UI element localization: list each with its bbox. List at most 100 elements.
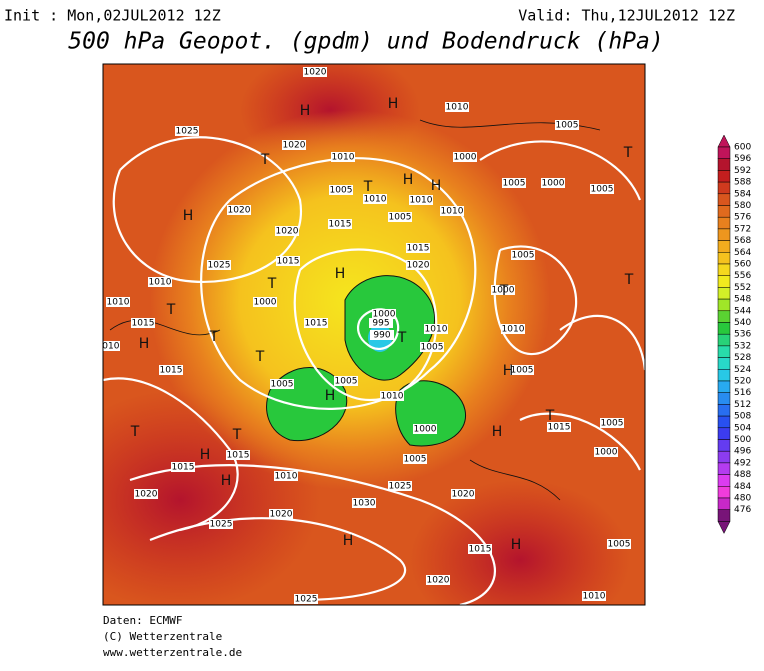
colorbar-swatch [717, 427, 731, 440]
colorbar-swatch [717, 170, 731, 183]
colorbar-swatch [717, 240, 731, 253]
isobar-label: 1000 [492, 286, 515, 296]
isobar-label: 1010 [107, 298, 130, 308]
isobar-label-box [424, 324, 448, 334]
colorbar-label: 532 [734, 341, 751, 351]
isobar-label-box [468, 544, 492, 554]
colorbar-label: 600 [734, 143, 751, 153]
colorbar-label: 548 [734, 295, 751, 305]
colorbar-label: 580 [734, 201, 751, 211]
pressure-center: T [130, 424, 140, 440]
isobar-label: 1015 [305, 319, 328, 329]
pressure-center: H [511, 537, 522, 553]
colorbar-label: 564 [734, 248, 751, 258]
isobar-label: 1020 [304, 68, 327, 78]
isobar-label: 1005 [404, 455, 427, 465]
isobar-label-box [209, 519, 233, 529]
isobar-label: 1005 [511, 366, 534, 376]
isobar-label: 1010 [583, 592, 606, 602]
isobar-label-box [451, 489, 475, 499]
pressure-center: H [183, 208, 194, 224]
isobar [103, 377, 239, 532]
colorbar-swatch [717, 415, 731, 429]
colorbar-swatch [717, 357, 731, 370]
colorbar-label: 544 [734, 306, 751, 316]
isobar-label-box [409, 195, 433, 205]
pressure-center: H [200, 447, 211, 463]
isobar-label-box [541, 178, 565, 188]
footer-line: www.wetterzentrale.de [103, 646, 242, 659]
colorbar-label: 584 [734, 189, 751, 199]
isobar-label: 1005 [271, 380, 294, 390]
isobar-label: 1005 [330, 186, 353, 196]
isobar-label-box [328, 219, 352, 229]
colorbar-swatch [717, 345, 731, 358]
pressure-center: T [623, 145, 633, 161]
isobar-label: 1005 [389, 213, 412, 223]
pressure-center: T [499, 283, 509, 299]
colorbar: 6005965925885845805765725685645605565525… [717, 134, 751, 534]
isobar-label-box [303, 67, 327, 77]
isobar-label-box [207, 260, 231, 270]
isobar-label: 1025 [295, 595, 318, 605]
pressure-center: T [624, 272, 634, 288]
pressure-center: H [139, 336, 150, 352]
isobar-label-box [547, 422, 571, 432]
colorbar-swatch [717, 322, 731, 335]
colorbar-label: 556 [734, 271, 751, 281]
isobar-label-box [334, 376, 358, 386]
isobar-label-box [413, 424, 437, 434]
isobar-label-box [148, 277, 172, 287]
isobar [129, 464, 496, 605]
isobar-label-box [406, 243, 430, 253]
colorbar-swatch [717, 439, 731, 452]
isobar-label-box [134, 489, 158, 499]
isobar-label-box [175, 126, 199, 136]
isobar-label-box [440, 206, 464, 216]
isobar-label-box [253, 297, 277, 307]
map-frame [102, 63, 646, 606]
colorbar-swatch [717, 404, 731, 417]
isobar-label-box [594, 447, 618, 457]
isobar-label-box [502, 178, 526, 188]
isobar-label: 1010 [364, 195, 387, 205]
isobar-label: 1015 [132, 319, 155, 329]
init-time: Init : Mon,02JUL2012 12Z [4, 7, 221, 25]
isobar-label: 1005 [512, 251, 535, 261]
colorbar-swatch [717, 298, 731, 312]
isobar-label: 1015 [469, 545, 492, 555]
isobar-label: 1000 [595, 448, 618, 458]
isobar-label-box [171, 462, 195, 472]
isobar-label-box [590, 184, 614, 194]
colorbar-label: 576 [734, 213, 751, 223]
isobar-label: 1025 [210, 520, 233, 530]
isobar-label: 1005 [556, 121, 579, 131]
colorbar-swatch [717, 228, 731, 241]
colorbar-label: 476 [734, 505, 751, 515]
isobar-label-box [282, 140, 306, 150]
pressure-center: T [363, 179, 373, 195]
isobar-label: 1015 [277, 257, 300, 267]
pressure-center: T [260, 152, 270, 168]
isobar-label-box [511, 250, 535, 260]
isobar-label-box [276, 256, 300, 266]
pressure-center: H [300, 103, 311, 119]
colorbar-label: 596 [734, 154, 751, 164]
isobar-label: 1020 [270, 510, 293, 520]
colorbar-swatch [717, 310, 731, 323]
isobar-label: 1010 [275, 472, 298, 482]
isobar-label: 995 [372, 319, 389, 329]
isobar-label: 1000 [542, 179, 565, 189]
isobar-label-box [106, 297, 130, 307]
isobar-label-box [445, 102, 469, 112]
isobar-label-box [403, 454, 427, 464]
isobar-label-box [274, 471, 298, 481]
isobar-label: 1025 [208, 261, 231, 271]
colorbar-label: 528 [734, 353, 751, 363]
colorbar-label: 552 [734, 283, 751, 293]
pressure-center: H [388, 96, 399, 112]
isobar-label-box [501, 324, 525, 334]
isobar-label-box [582, 591, 606, 601]
